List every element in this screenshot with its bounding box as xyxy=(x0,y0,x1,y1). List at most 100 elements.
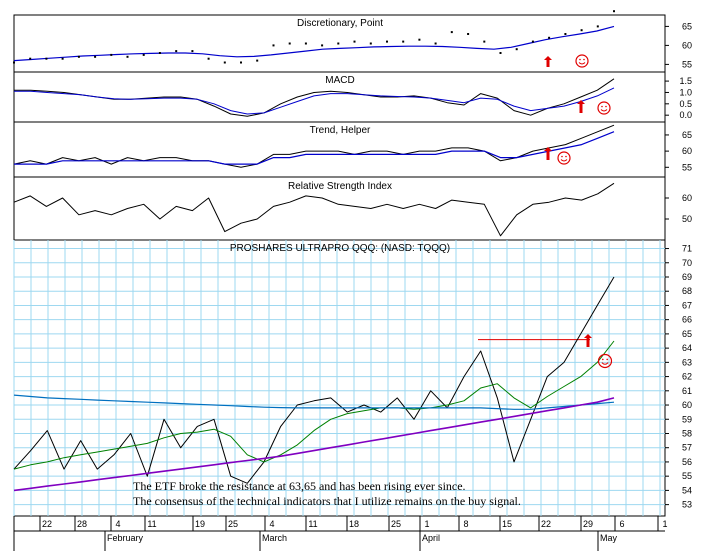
point-marker xyxy=(158,52,161,54)
y-tick-label: 70 xyxy=(682,258,692,268)
y-tick-label: 53 xyxy=(682,500,692,510)
price-grid xyxy=(13,240,665,516)
x-axis-month-labels: February March April May xyxy=(104,531,618,551)
series-line xyxy=(13,397,615,492)
series-line xyxy=(13,276,615,484)
x-tick-label: 19 xyxy=(195,519,205,529)
y-tick-label: 56 xyxy=(682,457,692,467)
y-tick-label: 65 xyxy=(682,21,692,31)
y-tick-label: 69 xyxy=(682,272,692,282)
y-tick-label: 1.0 xyxy=(679,87,692,97)
panel-1-yticks: 55 60 65 xyxy=(665,21,692,69)
point-marker xyxy=(45,57,48,60)
y-tick-label: 68 xyxy=(682,286,692,296)
point-marker xyxy=(515,48,518,51)
panel-rsi: Relative Strength Index 50 60 xyxy=(13,176,692,241)
buy-arrow-icon xyxy=(577,100,585,113)
panel-title-trend: Trend, Helper xyxy=(310,125,371,136)
point-marker xyxy=(29,57,32,60)
series-line xyxy=(14,131,615,165)
y-tick-label: 63 xyxy=(682,357,692,367)
panel-title-discretionary: Discretionary, Point xyxy=(297,18,383,29)
y-tick-label: 1.5 xyxy=(679,76,692,86)
y-tick-label: 54 xyxy=(682,485,692,495)
point-marker xyxy=(596,25,599,28)
x-tick-label: 22 xyxy=(541,519,551,529)
smiley-icon xyxy=(557,151,571,165)
point-marker xyxy=(77,55,80,58)
y-tick-label: 58 xyxy=(682,428,692,438)
point-marker xyxy=(126,55,129,58)
y-tick-label: 0.5 xyxy=(679,99,692,109)
y-tick-label: 65 xyxy=(682,130,692,140)
point-marker xyxy=(191,50,194,53)
panel-2-yticks: 0.00.5 1.01.5 xyxy=(665,76,692,120)
point-marker xyxy=(272,44,275,47)
point-marker xyxy=(548,36,551,39)
point-marker xyxy=(304,42,307,45)
point-marker xyxy=(386,40,388,43)
y-tick-label: 61 xyxy=(682,386,692,396)
panel-title-price: PROSHARES ULTRAPRO QQQ: (NASD: TQQQ) xyxy=(230,243,450,254)
buy-arrow-icon xyxy=(584,334,592,347)
y-tick-label: 55 xyxy=(682,471,692,481)
y-tick-label: 60 xyxy=(682,146,692,156)
point-marker xyxy=(321,44,324,47)
x-tick-label: 4 xyxy=(115,519,120,529)
y-tick-label: 59 xyxy=(682,414,692,424)
panel-discretionary-point: Discretionary, Point 55 60 65 xyxy=(13,10,692,73)
x-tick-label: 11 xyxy=(308,519,317,529)
point-marker xyxy=(369,42,372,45)
y-tick-label: 60 xyxy=(682,193,692,203)
panel-5-series xyxy=(13,276,615,492)
point-marker xyxy=(434,42,437,45)
point-marker xyxy=(531,40,534,43)
buy-arrow-icon xyxy=(544,147,552,160)
y-tick-label: 55 xyxy=(682,59,692,69)
y-tick-label: 57 xyxy=(682,443,692,453)
panel-5-yticks: 53 54 55 56 57 58 59 60 61 62 63 64 65 66 67 68 69 70 71 xyxy=(665,244,692,510)
y-tick-label: 60 xyxy=(682,40,692,50)
buy-arrow-icon xyxy=(544,56,552,67)
y-tick-label: 71 xyxy=(682,244,692,254)
point-marker xyxy=(418,38,421,41)
panel-4-series xyxy=(13,182,615,237)
x-tick-label: 11 xyxy=(147,519,156,529)
panel-title-rsi: Relative Strength Index xyxy=(288,181,392,192)
y-tick-label: 67 xyxy=(682,300,692,310)
x-tick-label: 8 xyxy=(463,519,468,529)
panel-price: PROSHARES ULTRAPRO QQQ: (NASD: TQQQ) 53 5… xyxy=(13,239,692,517)
point-marker xyxy=(613,10,615,13)
x-tick-label: 28 xyxy=(77,519,87,529)
y-tick-label: 0.0 xyxy=(679,110,692,120)
point-marker xyxy=(337,42,340,45)
x-tick-label: 4 xyxy=(269,519,274,529)
month-label: March xyxy=(262,533,287,543)
month-label: May xyxy=(600,533,618,543)
y-tick-label: 65 xyxy=(682,329,692,339)
point-marker xyxy=(223,61,226,64)
x-tick-label: 29 xyxy=(583,519,593,529)
y-tick-label: 62 xyxy=(682,372,692,382)
x-tick-label: 6 xyxy=(619,519,624,529)
series-line xyxy=(13,182,615,237)
smiley-icon xyxy=(575,54,589,68)
panel-trend-helper: Trend, Helper 55 60 65 xyxy=(13,121,692,178)
point-marker xyxy=(94,55,97,58)
point-marker xyxy=(175,50,178,53)
x-tick-label: 1 xyxy=(424,519,429,529)
panel-1-series xyxy=(13,10,615,64)
point-marker xyxy=(499,52,502,54)
y-tick-label: 60 xyxy=(682,400,692,410)
point-marker xyxy=(13,61,15,64)
panel-3-series xyxy=(13,124,615,168)
point-marker xyxy=(353,40,356,43)
series-line xyxy=(13,25,615,62)
panel-macd: MACD 0.00.5 1.01.5 xyxy=(13,71,692,123)
x-tick-label: 1 xyxy=(662,519,667,529)
point-marker xyxy=(288,42,291,45)
y-tick-label: 66 xyxy=(682,315,692,325)
point-marker xyxy=(483,40,486,43)
panel-2-series xyxy=(14,78,615,117)
point-marker xyxy=(580,29,583,32)
